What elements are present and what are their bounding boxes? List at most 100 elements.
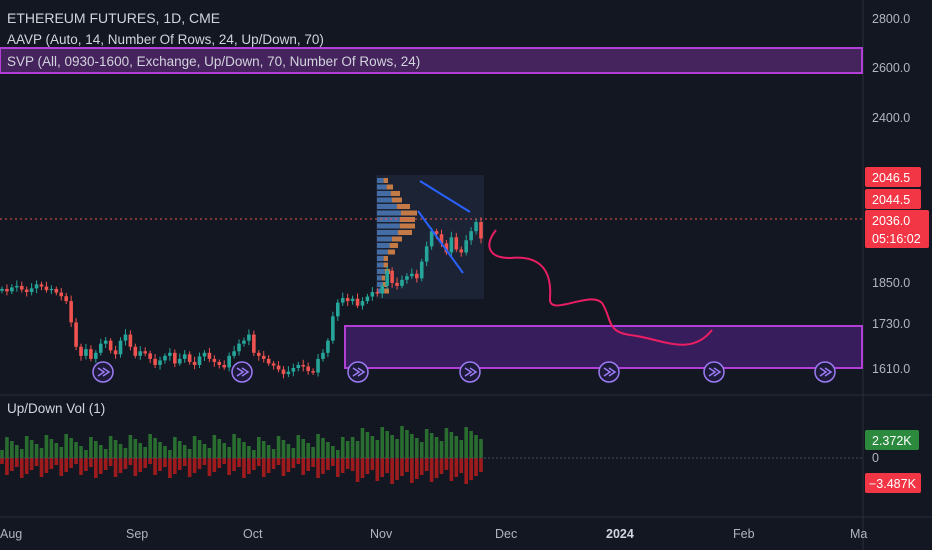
candle-body[interactable] [29,288,34,292]
candle-body[interactable] [242,340,246,344]
candle-body[interactable] [44,286,49,291]
candle-body[interactable] [24,289,29,292]
candle-body[interactable] [286,371,291,375]
wedge-lower-line[interactable] [417,210,464,274]
candle-body[interactable] [469,231,473,241]
candle-body[interactable] [306,366,310,372]
lower-zone[interactable] [344,325,863,369]
session-icon[interactable] [598,361,620,383]
candle-body[interactable] [434,231,439,235]
candle-body[interactable] [350,298,355,302]
candle-body[interactable] [375,291,380,294]
wedge-upper-line[interactable] [419,180,471,213]
candle-body[interactable] [449,237,454,253]
candle-body[interactable] [429,231,434,247]
candle-body[interactable] [59,292,64,297]
candle-body[interactable] [370,291,375,297]
indicator-svp-label[interactable]: SVP (All, 0930-1600, Exchange, Up/Down, … [7,54,420,69]
candle-body[interactable] [266,358,271,364]
candle-body[interactable] [143,351,148,354]
candle-body[interactable] [113,350,118,355]
candle-body[interactable] [276,365,281,370]
candle-body[interactable] [217,361,222,365]
candle-body[interactable] [261,355,266,359]
candle-body[interactable] [118,340,123,355]
candle-body[interactable] [326,340,330,353]
candle-body[interactable] [153,358,157,365]
candle-body[interactable] [192,361,197,365]
upper-zone[interactable] [0,47,863,74]
volume-pane-title[interactable]: Up/Down Vol (1) [7,401,105,416]
candle-body[interactable] [202,352,207,357]
volume-scale[interactable]: 2.372K 0 −3.487K [865,430,921,493]
candle-body[interactable] [291,368,296,372]
candle-body[interactable] [390,270,394,283]
candle-body[interactable] [108,340,113,351]
candle-body[interactable] [0,288,4,291]
candle-body[interactable] [479,222,483,239]
candle-body[interactable] [94,352,98,359]
candle-body[interactable] [237,343,241,352]
candle-body[interactable] [459,249,464,253]
candle-body[interactable] [187,354,192,362]
candle-body[interactable] [173,352,177,364]
candle-body[interactable] [405,276,409,280]
candle-body[interactable] [10,287,14,292]
candle-body[interactable] [64,296,68,302]
candle-body[interactable] [380,285,385,294]
candle-body[interactable] [400,279,404,286]
candle-body[interactable] [168,352,172,356]
candle-body[interactable] [464,240,468,253]
candle-body[interactable] [34,284,39,289]
candle-body[interactable] [227,355,231,368]
candle-body[interactable] [345,298,350,302]
candle-body[interactable] [39,284,44,287]
candle-body[interactable] [163,355,167,361]
candle-body[interactable] [301,364,306,367]
candle-body[interactable] [103,340,108,344]
candle-body[interactable] [177,358,182,364]
candle-body[interactable] [158,360,162,365]
symbol-title[interactable]: ETHEREUM FUTURES, 1D, CME [7,10,220,26]
projection-drawing[interactable] [488,229,713,346]
candle-body[interactable] [49,288,54,291]
candle-body[interactable] [247,334,251,341]
session-icon[interactable] [703,361,725,383]
candle-body[interactable] [340,298,345,303]
candle-body[interactable] [197,356,202,365]
candle-body[interactable] [84,349,88,356]
candle-body[interactable] [133,346,138,356]
price-scale[interactable]: 2800.0 2600.0 2400.0 1850.0 1730.0 1610.… [872,12,910,376]
candle-body[interactable] [335,302,340,317]
candle-body[interactable] [444,243,449,253]
candle-body[interactable] [5,288,9,292]
candle-body[interactable] [79,346,83,356]
candle-body[interactable] [355,298,360,306]
time-axis[interactable]: Aug Sep Oct Nov Dec 2024 Feb Ma [0,527,867,541]
candle-body[interactable] [148,353,152,359]
candle-body[interactable] [410,273,414,277]
candle-body[interactable] [138,351,143,356]
candle-body[interactable] [212,358,217,362]
candle-body[interactable] [360,301,365,306]
candle-body[interactable] [385,270,389,286]
candle-body[interactable] [123,334,128,341]
candle-body[interactable] [321,352,325,359]
candle-body[interactable] [331,316,335,341]
candle-body[interactable] [232,351,236,356]
session-icon[interactable] [459,361,481,383]
candle-body[interactable] [454,237,459,250]
candle-body[interactable] [256,352,261,356]
candle-body[interactable] [281,369,286,375]
candle-body[interactable] [439,234,444,244]
candle-body[interactable] [474,222,478,232]
candle-body[interactable] [54,288,59,293]
candle-body[interactable] [15,285,19,288]
candle-body[interactable] [395,282,399,286]
candle-body[interactable] [365,296,370,302]
candle-body[interactable] [89,349,93,359]
candle-body[interactable] [316,358,320,373]
candle-body[interactable] [182,354,187,359]
candle-body[interactable] [69,301,73,323]
